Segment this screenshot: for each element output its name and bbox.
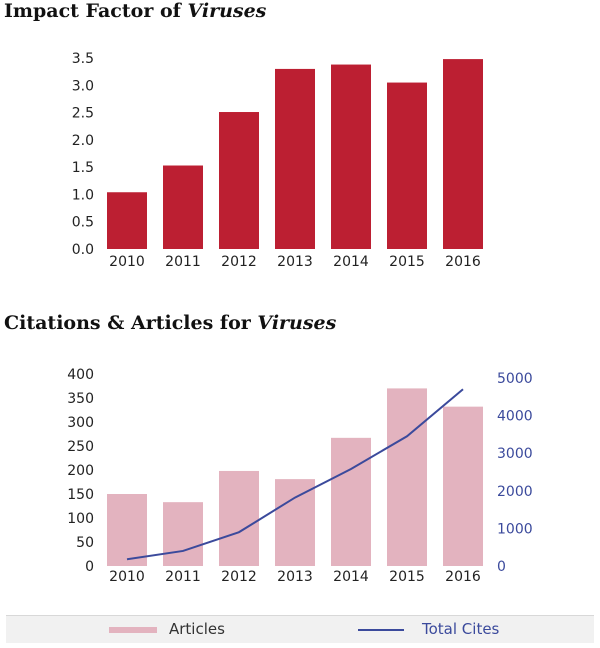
articles-y-tick: 0 xyxy=(85,559,94,575)
articles-bar-2014 xyxy=(331,437,371,566)
articles-bar-2013 xyxy=(275,479,315,566)
cites-y-tick: 1000 xyxy=(497,521,533,537)
charts-canvas: 0.0 0.5 1.0 1.5 2.0 2.5 3.0 3.5 2010 2011 2012 2013… xyxy=(67,51,533,585)
cites-y-tick: 4000 xyxy=(497,409,533,425)
impact-x-tick: 2013 xyxy=(277,254,313,270)
articles-y-tick: 100 xyxy=(67,511,94,527)
articles-y-tick: 50 xyxy=(76,535,94,551)
impact-bar-2010 xyxy=(107,192,147,249)
articles-y-tick: 400 xyxy=(67,367,94,383)
impact-y-tick: 3.5 xyxy=(72,51,94,67)
articles-y-tick: 250 xyxy=(67,439,94,455)
impact-bar-2013 xyxy=(275,68,315,250)
impact-x-tick: 2010 xyxy=(109,254,145,270)
impact-factor-title-journal: Viruses xyxy=(187,0,267,22)
articles-bar-2012 xyxy=(219,470,259,566)
legend-articles-label: Articles xyxy=(169,620,225,638)
legend-cites-label: Total Cites xyxy=(422,620,500,638)
impact-x-tick: 2014 xyxy=(333,254,369,270)
impact-y-tick: 0.5 xyxy=(72,215,94,231)
cites-y-tick: 5000 xyxy=(497,371,533,387)
cites-y-tick: 2000 xyxy=(497,484,533,500)
impact-bar-2011 xyxy=(163,165,203,249)
citations-articles-title-journal: Viruses xyxy=(257,312,337,334)
articles-x-tick: 2013 xyxy=(277,569,313,585)
impact-y-tick: 0.0 xyxy=(72,242,94,258)
impact-y-tick: 1.0 xyxy=(72,187,94,203)
legend-cites-swatch xyxy=(358,629,404,631)
cites-y-tick: 3000 xyxy=(497,446,533,462)
articles-bar-2015 xyxy=(387,388,427,566)
total-cites-line xyxy=(126,388,464,561)
articles-x-tick: 2012 xyxy=(221,569,257,585)
articles-x-tick: 2011 xyxy=(165,569,201,585)
impact-bar-2012 xyxy=(219,112,259,249)
impact-y-tick: 2.0 xyxy=(72,133,94,149)
impact-bar-2016 xyxy=(443,59,483,249)
impact-x-tick: 2015 xyxy=(389,254,425,270)
impact-x-tick: 2012 xyxy=(221,254,257,270)
cites-y-tick: 0 xyxy=(497,559,506,575)
impact-factor-title: Impact Factor of Viruses xyxy=(4,0,266,22)
articles-y-tick: 300 xyxy=(67,415,94,431)
legend-articles-swatch xyxy=(109,627,157,633)
impact-bar-2014 xyxy=(331,64,371,249)
articles-bar-2011 xyxy=(163,502,203,566)
chart-legend: Articles Total Cites xyxy=(6,615,594,643)
impact-x-tick: 2016 xyxy=(445,254,481,270)
impact-y-tick: 2.5 xyxy=(72,106,94,122)
impact-y-tick: 1.5 xyxy=(72,160,94,176)
articles-x-tick: 2015 xyxy=(389,569,425,585)
articles-x-tick: 2016 xyxy=(445,569,481,585)
impact-factor-title-text: Impact Factor of xyxy=(4,0,181,22)
articles-x-tick: 2014 xyxy=(333,569,369,585)
articles-y-tick: 200 xyxy=(67,463,94,479)
citations-articles-title: Citations & Articles for Viruses xyxy=(4,312,336,334)
impact-bar-2015 xyxy=(387,82,427,249)
impact-y-tick: 3.0 xyxy=(72,78,94,94)
articles-bar-2010 xyxy=(107,494,147,566)
citations-articles-title-text: Citations & Articles for xyxy=(4,312,251,334)
articles-bar-2016 xyxy=(443,406,483,566)
impact-x-tick: 2011 xyxy=(165,254,201,270)
articles-y-tick: 150 xyxy=(67,487,94,503)
articles-x-tick: 2010 xyxy=(109,569,145,585)
articles-y-tick: 350 xyxy=(67,391,94,407)
